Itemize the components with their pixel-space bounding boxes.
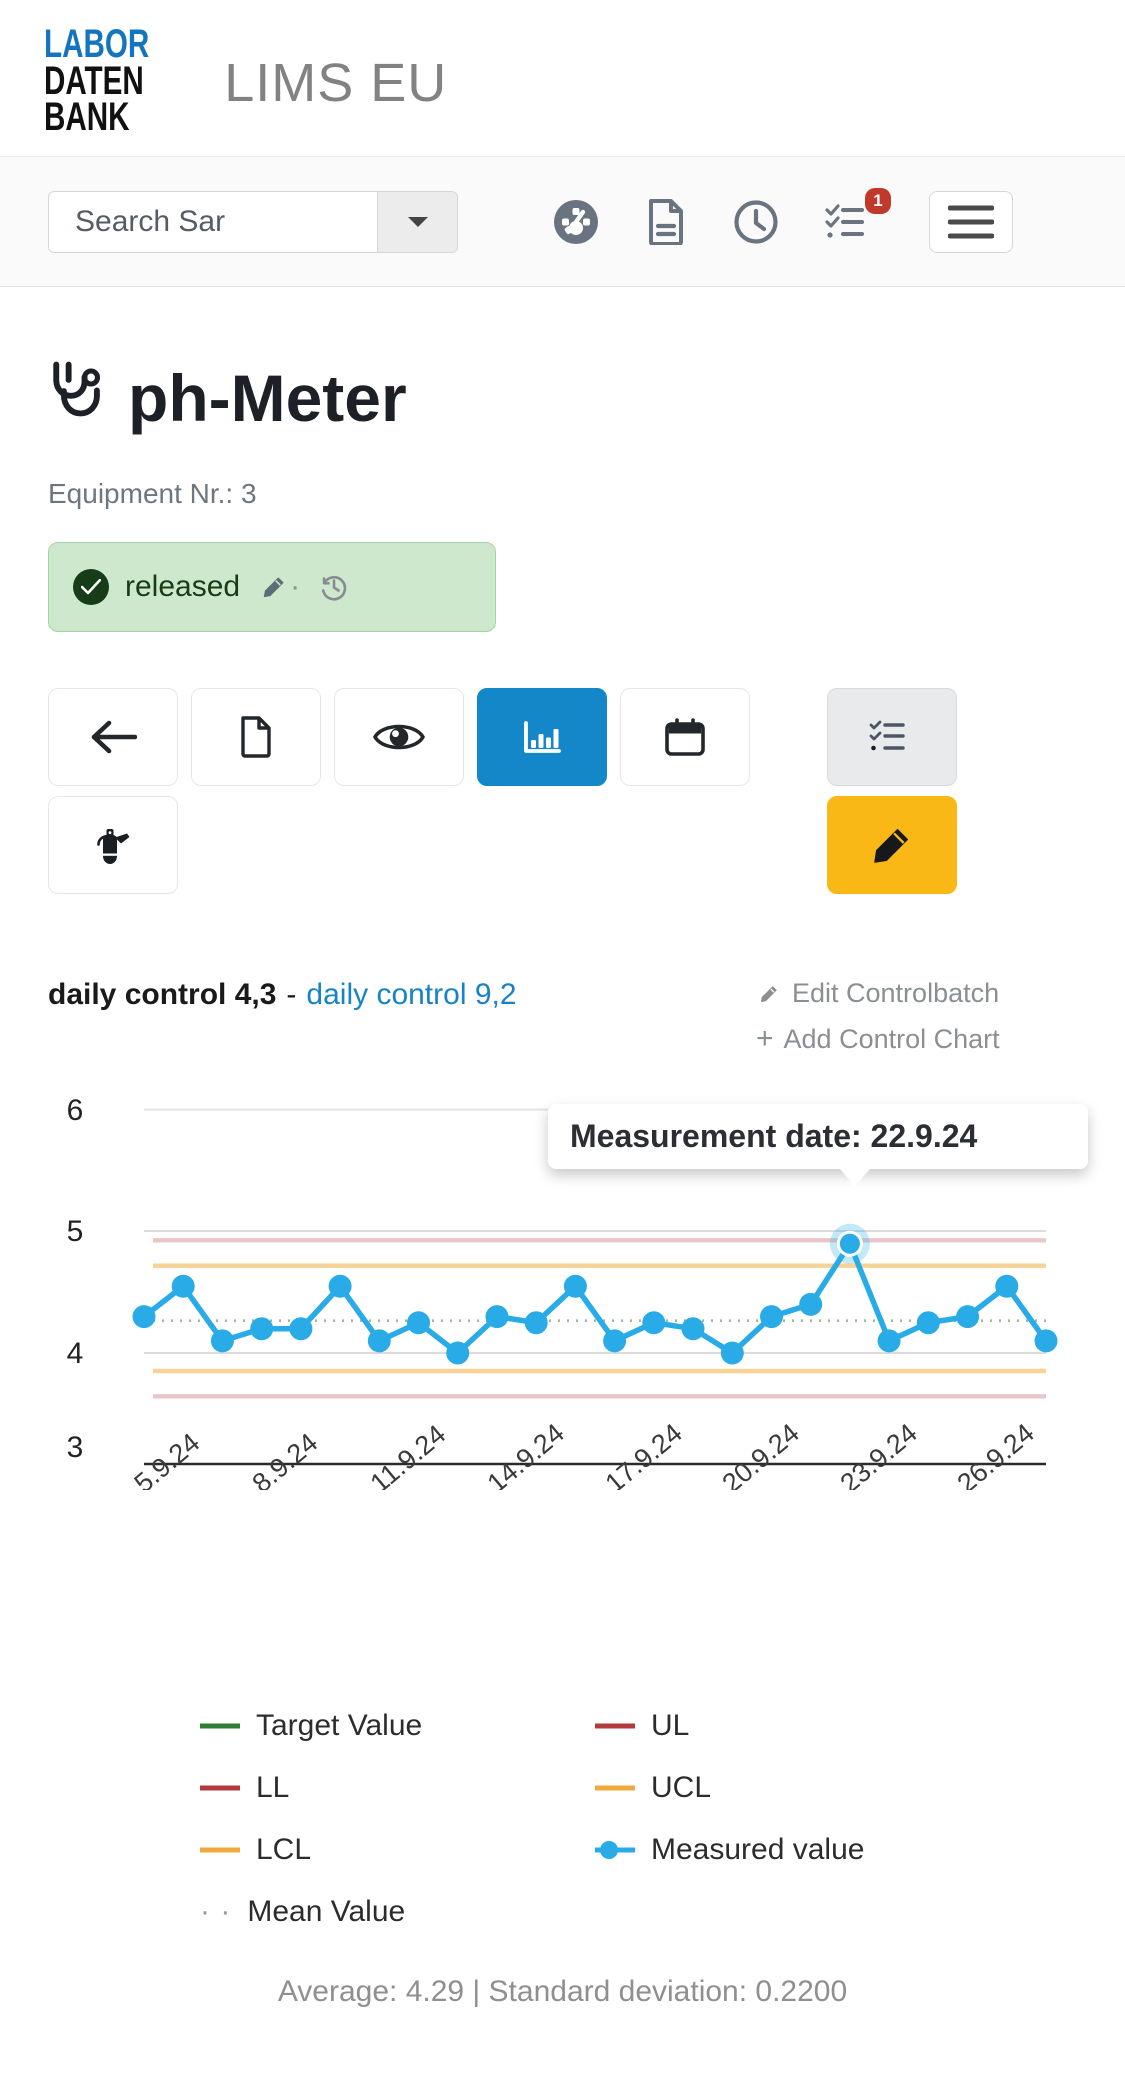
svg-text:8.9.24: 8.9.24 xyxy=(247,1427,324,1490)
svg-text:3: 3 xyxy=(67,1431,84,1464)
svg-text:4: 4 xyxy=(67,1337,84,1370)
svg-text:23.9.24: 23.9.24 xyxy=(835,1418,923,1490)
svg-text:20.9.24: 20.9.24 xyxy=(717,1418,805,1490)
svg-text:6: 6 xyxy=(67,1094,84,1127)
svg-text:11.9.24: 11.9.24 xyxy=(365,1419,452,1490)
svg-text:17.9.24: 17.9.24 xyxy=(600,1418,688,1490)
svg-text:5.9.24: 5.9.24 xyxy=(129,1427,206,1490)
svg-text:26.9.24: 26.9.24 xyxy=(952,1418,1040,1490)
svg-text:14.9.24: 14.9.24 xyxy=(482,1418,570,1490)
svg-text:5: 5 xyxy=(67,1215,84,1248)
